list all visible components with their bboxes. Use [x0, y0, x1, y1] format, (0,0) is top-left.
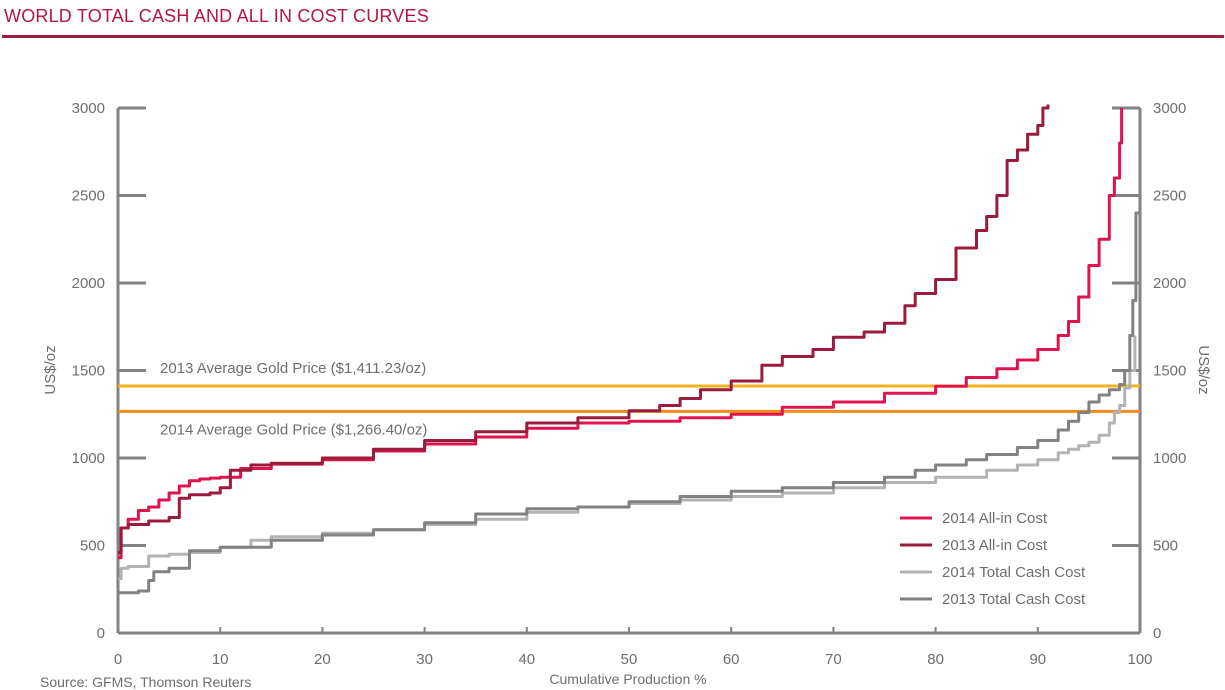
y-tick-label-left: 500: [80, 538, 105, 555]
y-tick-label-left: 3000: [72, 100, 105, 117]
y-tick-label-left: 2500: [72, 188, 105, 205]
x-tick-label: 10: [212, 651, 229, 668]
legend-label: 2013 All-in Cost: [942, 537, 1048, 554]
series-line: [118, 160, 1142, 595]
series-layer: [118, 104, 1142, 595]
legend-label: 2014 All-in Cost: [942, 510, 1048, 527]
x-tick-label: 70: [825, 651, 842, 668]
x-tick-label: 90: [1029, 651, 1046, 668]
x-tick-label: 50: [621, 651, 638, 668]
y-tick-label-left: 2000: [72, 275, 105, 292]
y-tick-label-right: 1500: [1153, 363, 1186, 380]
y-tick-label-right: 500: [1153, 538, 1178, 555]
y-tick-label-right: 0: [1153, 625, 1161, 642]
series-line: [118, 108, 1124, 560]
legend: 2014 All-in Cost 2013 All-in Cost 2014 Tot…: [900, 510, 1086, 608]
title-rule: [2, 35, 1224, 38]
x-tick-label: 0: [114, 651, 122, 668]
page-title: WORLD TOTAL CASH AND ALL IN COST CURVES: [4, 6, 429, 26]
y-tick-label-left: 0: [97, 625, 105, 642]
x-tick-label: 30: [416, 651, 433, 668]
reference-lines-layer: 2013 Average Gold Price ($1,411.23/oz) 20…: [118, 360, 1140, 438]
reference-line-label: 2014 Average Gold Price ($1,266.40/oz): [160, 421, 427, 438]
x-tick-label: 40: [518, 651, 535, 668]
y-tick-label-left: 1500: [72, 363, 105, 380]
y-tick-label-right: 2500: [1153, 188, 1186, 205]
x-tick-label: 60: [723, 651, 740, 668]
y-axis-title-left: US$/oz: [42, 345, 59, 394]
y-tick-label-right: 2000: [1153, 275, 1186, 292]
legend-label: 2014 Total Cash Cost: [942, 564, 1086, 581]
source-note: Source: GFMS, Thomson Reuters: [40, 674, 252, 690]
y-tick-label-left: 1000: [72, 450, 105, 467]
series-line: [118, 104, 1050, 554]
y-tick-label-right: 1000: [1153, 450, 1186, 467]
x-tick-label: 100: [1127, 651, 1152, 668]
x-tick-label: 20: [314, 651, 331, 668]
x-tick-label: 80: [927, 651, 944, 668]
legend-label: 2013 Total Cash Cost: [942, 591, 1086, 608]
y-tick-label-right: 3000: [1153, 100, 1186, 117]
y-axis-title-right: US$/oz: [1195, 345, 1212, 394]
reference-line-label: 2013 Average Gold Price ($1,411.23/oz): [160, 360, 426, 377]
x-axis-title: Cumulative Production %: [549, 671, 706, 687]
